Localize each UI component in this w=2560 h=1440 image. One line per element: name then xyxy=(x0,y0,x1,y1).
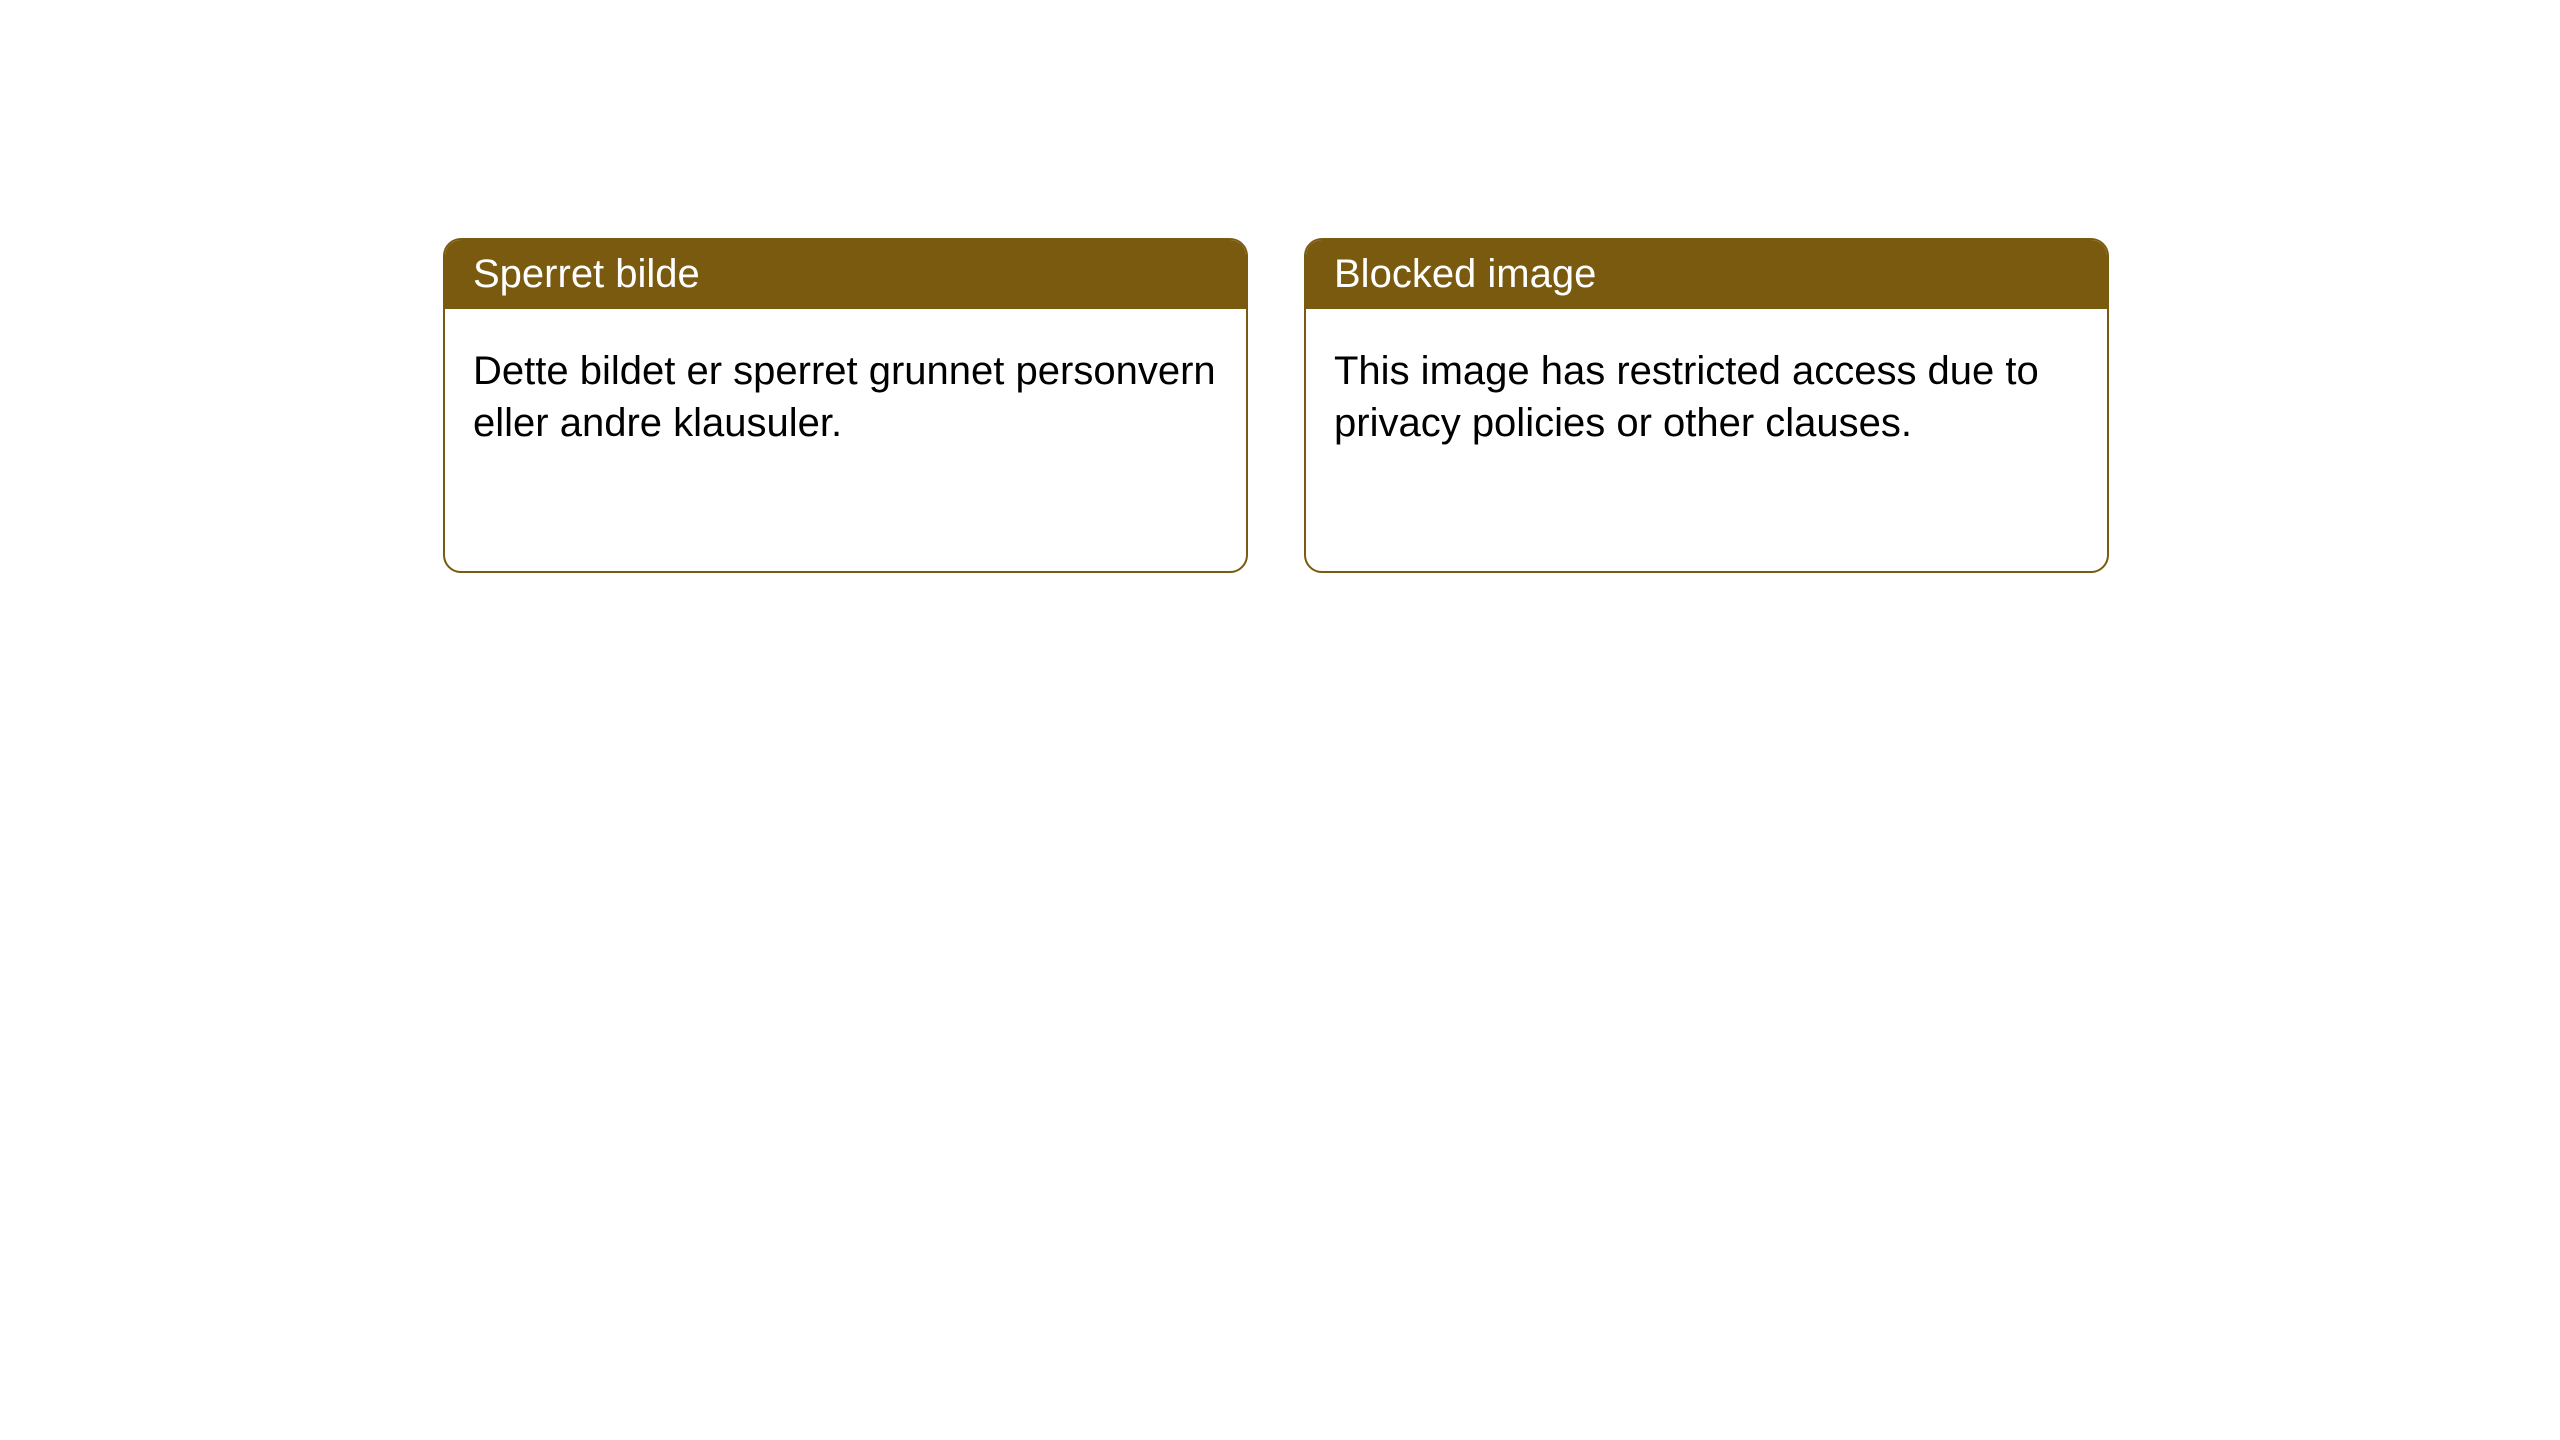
notice-title: Sperret bilde xyxy=(445,240,1246,309)
notice-container: Sperret bilde Dette bildet er sperret gr… xyxy=(443,238,2109,573)
notice-body: Dette bildet er sperret grunnet personve… xyxy=(445,309,1246,485)
notice-body: This image has restricted access due to … xyxy=(1306,309,2107,485)
notice-title: Blocked image xyxy=(1306,240,2107,309)
notice-card-english: Blocked image This image has restricted … xyxy=(1304,238,2109,573)
notice-card-norwegian: Sperret bilde Dette bildet er sperret gr… xyxy=(443,238,1248,573)
